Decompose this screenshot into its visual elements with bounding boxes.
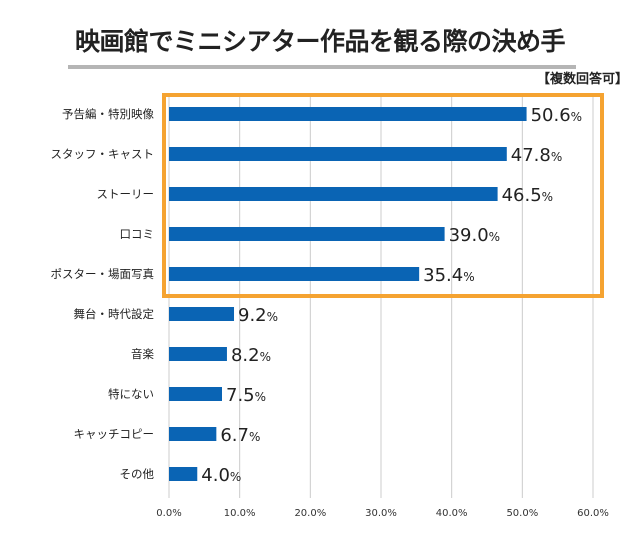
data-label: 39.0%	[449, 225, 500, 246]
bar	[169, 347, 227, 361]
category-label: 特にない	[108, 387, 154, 401]
category-label: その他	[120, 467, 155, 481]
category-label: 舞台・時代設定	[74, 307, 155, 321]
bar	[169, 467, 198, 481]
x-tick-label: 30.0%	[365, 508, 397, 519]
category-label: 音楽	[131, 347, 154, 361]
data-label: 46.5%	[502, 185, 553, 206]
title-underline	[68, 65, 576, 69]
x-tick-label: 40.0%	[436, 508, 468, 519]
x-tick-label: 50.0%	[506, 508, 538, 519]
data-label: 50.6%	[531, 105, 582, 126]
bar	[169, 147, 507, 161]
data-label: 35.4%	[423, 265, 474, 286]
data-label: 6.7%	[220, 425, 260, 446]
data-label: 47.8%	[511, 145, 562, 166]
category-label: 口コミ	[120, 227, 155, 241]
x-tick-label: 20.0%	[294, 508, 326, 519]
bar	[169, 227, 445, 241]
category-label: 予告編・特別映像	[62, 107, 154, 121]
bar	[169, 187, 498, 201]
x-tick-label: 0.0%	[156, 508, 181, 519]
data-label: 8.2%	[231, 345, 271, 366]
bar	[169, 427, 217, 441]
x-tick-label: 10.0%	[224, 508, 256, 519]
data-label: 9.2%	[238, 305, 278, 326]
chart-title: 映画館でミニシアター作品を観る際の決め手	[74, 27, 566, 56]
bar	[169, 387, 222, 401]
category-label: スタッフ・キャスト	[51, 147, 155, 161]
category-label: ポスター・場面写真	[51, 267, 155, 281]
bar	[169, 107, 527, 121]
category-label: ストーリー	[97, 187, 155, 201]
bar	[169, 267, 420, 281]
highlight-box	[162, 93, 604, 298]
data-label: 7.5%	[226, 385, 266, 406]
data-label: 4.0%	[201, 465, 241, 486]
chart-note: 【複数回答可】	[536, 72, 628, 87]
bar	[169, 307, 235, 321]
category-label: キャッチコピー	[74, 427, 155, 441]
x-tick-label: 60.0%	[577, 508, 609, 519]
